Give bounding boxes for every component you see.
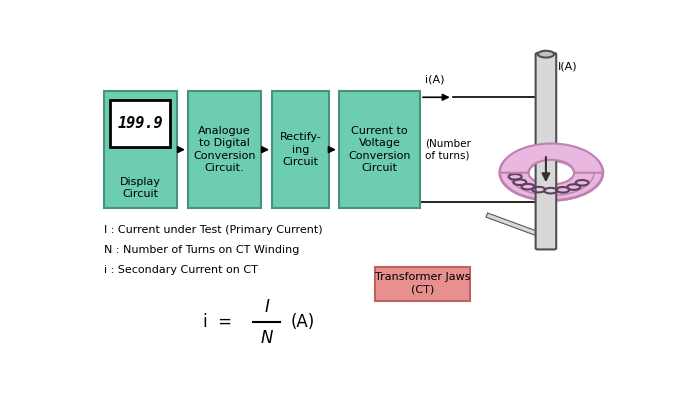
Text: I(A): I(A) [558, 62, 577, 72]
Text: N : Number of Turns on CT Winding: N : Number of Turns on CT Winding [104, 245, 299, 255]
Ellipse shape [528, 161, 574, 184]
Text: (Number
of turns): (Number of turns) [426, 138, 471, 161]
Text: i(A): i(A) [426, 75, 445, 85]
Text: N: N [260, 328, 273, 346]
FancyBboxPatch shape [111, 100, 170, 147]
Text: i  =: i = [203, 313, 232, 331]
Text: (A): (A) [291, 313, 315, 331]
Text: 199.9: 199.9 [118, 116, 163, 131]
Text: Rectify-
ing
Circuit: Rectify- ing Circuit [279, 132, 321, 167]
Wedge shape [500, 144, 603, 173]
FancyBboxPatch shape [339, 91, 420, 208]
Text: Transformer Jaws
(CT): Transformer Jaws (CT) [374, 272, 470, 295]
Text: Current to
Voltage
Conversion
Circuit: Current to Voltage Conversion Circuit [348, 126, 411, 173]
FancyBboxPatch shape [375, 267, 470, 300]
Ellipse shape [538, 51, 554, 58]
Ellipse shape [500, 145, 603, 200]
Text: I : Current under Test (Primary Current): I : Current under Test (Primary Current) [104, 225, 323, 235]
FancyBboxPatch shape [188, 91, 261, 208]
Text: Display
Circuit: Display Circuit [120, 177, 161, 200]
FancyBboxPatch shape [536, 53, 556, 250]
Text: I: I [264, 298, 269, 316]
Text: Analogue
to Digital
Conversion
Circuit.: Analogue to Digital Conversion Circuit. [193, 126, 256, 173]
FancyBboxPatch shape [272, 91, 329, 208]
FancyBboxPatch shape [104, 91, 177, 208]
Text: i : Secondary Current on CT: i : Secondary Current on CT [104, 265, 258, 275]
